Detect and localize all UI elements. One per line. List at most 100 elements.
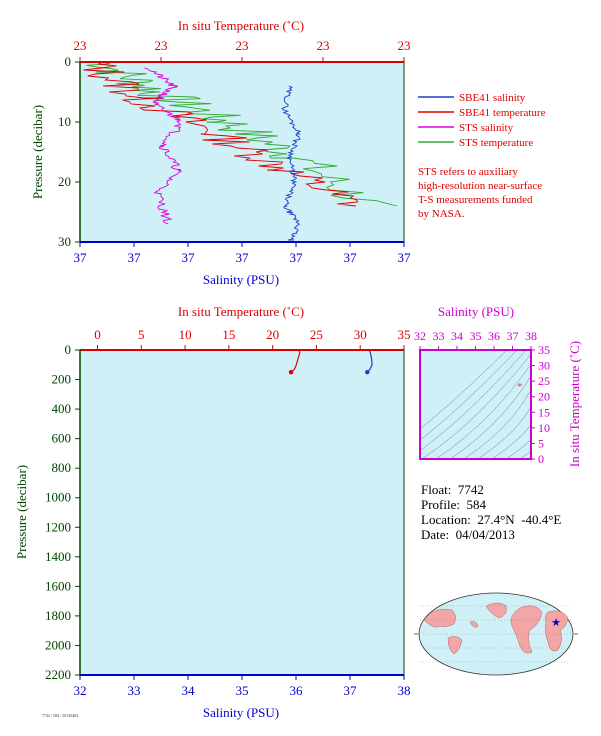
top-temperature-tick-label: 23: [74, 38, 87, 53]
bottom-pressure-tick-label: 600: [52, 431, 72, 446]
ts-contour-line: [491, 424, 531, 459]
top-salinity-tick-label: 37: [236, 250, 250, 265]
note-line-3: T-S measurements funded: [418, 194, 533, 206]
ts-point: *: [517, 381, 523, 393]
top-salinity-tick-label: 37: [290, 250, 304, 265]
bottom-salinity-tick-label: 34: [182, 683, 196, 698]
float-info: Float: 7742 Profile: 584 Location: 27.4°…: [421, 482, 561, 542]
top-salinity-tick-labels: 37 37 37 37 37 37 37: [74, 242, 412, 265]
top-temperature-tick-labels: 23 23 23 23 23: [74, 38, 411, 62]
bottom-pressure-tick-label: 1200: [45, 519, 71, 534]
map-land-australia-west: [447, 636, 463, 655]
bottom-temperature-axis-title: In situ Temperature (˚C): [178, 304, 304, 319]
ts-contour-line: [420, 350, 518, 441]
bottom-pressure-tick-labels: 0 200 400 600 800 1000 1200 1400 1600 1800 2000 220…: [45, 342, 80, 682]
bottom-profile-lines: [288, 349, 373, 375]
map-land-alaska: [485, 602, 507, 619]
profile-date: Date: 04/04/2013: [421, 527, 515, 542]
bottom-salinity-tick-label: 32: [74, 683, 87, 698]
top-pressure-tick-label: 0: [65, 54, 72, 69]
bottom-salinity-tick-labels: 32 33 34 35 36 37 38: [74, 675, 411, 698]
legend: SBE41 salinity SBE41 temperature STS sal…: [418, 92, 546, 149]
bottom-plot-area: [80, 350, 404, 675]
bottom-salinity-tick-label: 35: [236, 683, 249, 698]
ts-temperature-tick-label: 30: [538, 359, 550, 373]
note-line-2: high-resolution near-surface: [418, 180, 542, 192]
profile-number: Profile: 584: [421, 497, 486, 512]
bottom-temperature-tick-labels: 0 5 10 15 20 25 30 35: [94, 327, 411, 350]
ts-salinity-tick-label: 35: [470, 329, 482, 343]
ts-temperature-tick-label: 20: [538, 390, 550, 404]
ts-salinity-tick-labels: 32 33 34 35 36 37 38: [414, 329, 537, 350]
bottom-salinity-tick-label: 33: [128, 683, 141, 698]
tiny-footer-label: 7742 / 584 / 20130404: [42, 713, 78, 718]
bottom-pressure-tick-label: 800: [52, 460, 72, 475]
bottom-pressure-tick-label: 2200: [45, 667, 71, 682]
top-temperature-tick-label: 23: [236, 38, 249, 53]
ts-contour-line: [449, 375, 531, 459]
bottom-temperature-tick-label: 5: [138, 327, 145, 342]
ts-temperature-tick-label: 5: [538, 436, 544, 450]
bottom-pressure-tick-label: 1000: [45, 490, 71, 505]
top-pressure-tick-labels: 0 10 20 30: [58, 54, 80, 249]
ts-salinity-tick-label: 32: [414, 329, 426, 343]
ts-temperature-tick-label: 10: [538, 421, 550, 435]
near-surface-panel: In situ Temperature (˚C) 23 23 23 23 23 0 10 2…: [30, 18, 411, 287]
ts-salinity-tick-label: 34: [451, 329, 463, 343]
top-pressure-tick-label: 20: [58, 174, 71, 189]
ts-contour-line: [463, 389, 531, 459]
ts-diagram-panel: Salinity (PSU) 32 33 34 35 36 37 38 * 0 510 1520…: [414, 304, 582, 467]
top-pressure-axis-title: Pressure (decibar): [30, 105, 45, 199]
ts-temperature-tick-label: 0: [538, 452, 544, 466]
ts-contour-line: [505, 439, 531, 459]
legend-label-sbe41-temperature: SBE41 temperature: [459, 107, 546, 119]
bottom-salinity-axis-title: Salinity (PSU): [203, 705, 279, 720]
full-depth-panel: In situ Temperature (˚C) 0 5 10 15 20 25 30 35 …: [14, 304, 411, 720]
sts-salinity-line: [143, 67, 183, 225]
float-number: Float: 7742: [421, 482, 484, 497]
top-pressure-tick-label: 10: [58, 114, 71, 129]
ts-salinity-tick-label: 38: [525, 329, 537, 343]
ts-points: *: [517, 381, 523, 393]
top-salinity-tick-label: 37: [344, 250, 358, 265]
ts-temperature-tick-label: 25: [538, 374, 550, 388]
sts-temperature-line: [86, 61, 397, 207]
map-land-americas: [510, 605, 543, 654]
ts-contour-line: [477, 406, 531, 459]
top-salinity-tick-label: 37: [182, 250, 196, 265]
bottom-temperature-tick-label: 0: [94, 327, 101, 342]
bottom-temperature-line: [290, 349, 301, 373]
ts-contour-line: [420, 350, 508, 430]
bottom-temperature-tick-label: 20: [266, 327, 279, 342]
bottom-temperature-tick-label: 10: [179, 327, 192, 342]
note-line-1: STS refers to auxiliary: [418, 166, 518, 178]
ts-salinity-tick-label: 33: [433, 329, 445, 343]
top-temperature-axis-title: In situ Temperature (˚C): [178, 18, 304, 33]
top-temperature-tick-label: 23: [155, 38, 168, 53]
map-graticule: [414, 605, 578, 663]
top-salinity-tick-label: 37: [74, 250, 88, 265]
map-land-africa-europe: [545, 610, 569, 652]
top-temperature-tick-label: 23: [398, 38, 411, 53]
ts-temperature-tick-label: 15: [538, 405, 550, 419]
bottom-pressure-tick-label: 0: [65, 342, 72, 357]
map-continents: [423, 602, 569, 655]
ts-salinity-tick-label: 37: [507, 329, 519, 343]
bottom-pressure-tick-label: 200: [52, 372, 72, 387]
top-salinity-axis-title: Salinity (PSU): [203, 272, 279, 287]
legend-label-sts-salinity: STS salinity: [459, 122, 514, 134]
ts-plot-area: [420, 350, 531, 459]
bottom-pressure-tick-label: 2000: [45, 637, 71, 652]
top-salinity-tick-label: 37: [398, 250, 412, 265]
bottom-temperature-end-marker: [288, 369, 294, 375]
sbe41-temperature-line: [83, 61, 359, 207]
top-temperature-tick-label: 23: [317, 38, 330, 53]
bottom-salinity-end-marker: [365, 369, 370, 375]
map-land-asia-west: [423, 608, 456, 628]
top-salinity-tick-label: 37: [128, 250, 142, 265]
ts-contour-line: [420, 350, 527, 451]
bottom-pressure-tick-label: 1600: [45, 578, 71, 593]
bottom-temperature-tick-label: 15: [222, 327, 235, 342]
